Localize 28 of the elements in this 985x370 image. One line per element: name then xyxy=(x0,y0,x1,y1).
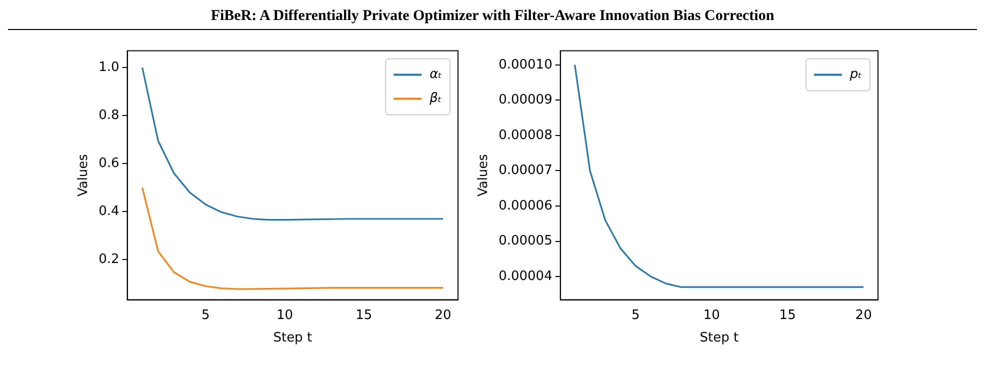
y-tick-label: 0.6 xyxy=(98,156,120,172)
y-tick-label: 0.00009 xyxy=(498,92,552,108)
text: FiBeR: A Differentially Private Optimizer with Filter-Aware Innovation Bias Correction xyxy=(8,8,977,30)
x-tick-label: 15 xyxy=(779,308,796,323)
y-tick-label: 0.00007 xyxy=(498,163,552,178)
y-tick-label: 0.2 xyxy=(98,252,120,268)
legend-label: αₜ xyxy=(430,67,442,82)
y-tick-label: 0.00010 xyxy=(498,57,552,72)
x-tick-label: 5 xyxy=(631,308,640,323)
x-tick-label: 20 xyxy=(855,308,872,323)
x-axis-title: Step t xyxy=(700,330,739,346)
y-tick-label: 0.00008 xyxy=(498,128,552,143)
x-tick-label: 5 xyxy=(201,308,210,323)
x-tick-label: 15 xyxy=(356,308,372,323)
x-axis-title: Step t xyxy=(273,330,312,346)
x-tick-label: 10 xyxy=(276,308,293,323)
y-tick-label: 0.00004 xyxy=(498,268,552,284)
x-tick-label: 10 xyxy=(703,308,720,323)
y-tick-label: 1.0 xyxy=(98,60,120,75)
y-tick-label: 0.8 xyxy=(98,108,120,124)
legend-label: pₜ xyxy=(848,67,862,82)
y-axis-title: Values xyxy=(476,154,492,197)
y-axis-title: Values xyxy=(76,154,92,197)
y-tick-label: 0.00005 xyxy=(498,234,552,249)
y-tick-label: 0.4 xyxy=(98,204,120,220)
y-tick-label: 0.00006 xyxy=(498,198,552,214)
x-tick-label: 20 xyxy=(434,308,452,323)
legend-label: βₜ xyxy=(428,91,442,106)
